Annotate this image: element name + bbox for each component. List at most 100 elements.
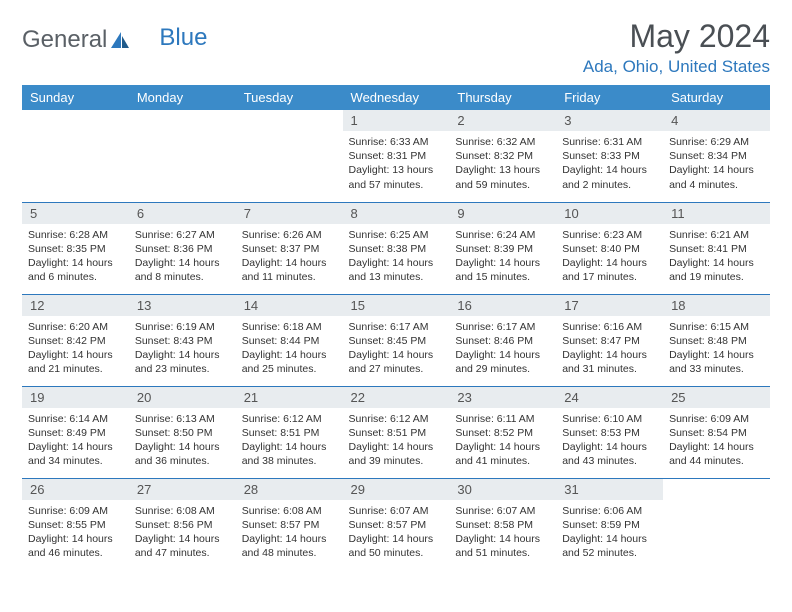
daylight-text: Daylight: 14 hours and 36 minutes. xyxy=(135,440,230,468)
daylight-text: Daylight: 14 hours and 48 minutes. xyxy=(242,532,337,560)
calendar-day-cell: 26Sunrise: 6:09 AMSunset: 8:55 PMDayligh… xyxy=(22,478,129,570)
day-details: Sunrise: 6:26 AMSunset: 8:37 PMDaylight:… xyxy=(236,224,343,289)
day-number: 3 xyxy=(556,110,663,131)
sunset-text: Sunset: 8:57 PM xyxy=(242,518,337,532)
calendar-day-cell: 2Sunrise: 6:32 AMSunset: 8:32 PMDaylight… xyxy=(449,110,556,202)
sunset-text: Sunset: 8:53 PM xyxy=(562,426,657,440)
day-details: Sunrise: 6:20 AMSunset: 8:42 PMDaylight:… xyxy=(22,316,129,381)
day-details: Sunrise: 6:31 AMSunset: 8:33 PMDaylight:… xyxy=(556,131,663,196)
day-number: 15 xyxy=(343,295,450,316)
day-details: Sunrise: 6:13 AMSunset: 8:50 PMDaylight:… xyxy=(129,408,236,473)
daylight-text: Daylight: 14 hours and 15 minutes. xyxy=(455,256,550,284)
logo-text-1: General xyxy=(22,26,107,54)
sunset-text: Sunset: 8:51 PM xyxy=(242,426,337,440)
day-number: 17 xyxy=(556,295,663,316)
header: General Blue May 2024 Ada, Ohio, United … xyxy=(22,18,770,77)
day-details: Sunrise: 6:12 AMSunset: 8:51 PMDaylight:… xyxy=(343,408,450,473)
sunrise-text: Sunrise: 6:29 AM xyxy=(669,135,764,149)
sunrise-text: Sunrise: 6:18 AM xyxy=(242,320,337,334)
day-details: Sunrise: 6:33 AMSunset: 8:31 PMDaylight:… xyxy=(343,131,450,196)
calendar-day-cell: 14Sunrise: 6:18 AMSunset: 8:44 PMDayligh… xyxy=(236,294,343,386)
sunrise-text: Sunrise: 6:32 AM xyxy=(455,135,550,149)
sunset-text: Sunset: 8:41 PM xyxy=(669,242,764,256)
sunrise-text: Sunrise: 6:06 AM xyxy=(562,504,657,518)
calendar-day-cell: 4Sunrise: 6:29 AMSunset: 8:34 PMDaylight… xyxy=(663,110,770,202)
sunrise-text: Sunrise: 6:09 AM xyxy=(669,412,764,426)
sunrise-text: Sunrise: 6:28 AM xyxy=(28,228,123,242)
sunset-text: Sunset: 8:37 PM xyxy=(242,242,337,256)
weekday-header: Saturday xyxy=(663,85,770,110)
calendar-day-cell xyxy=(236,110,343,202)
day-details: Sunrise: 6:06 AMSunset: 8:59 PMDaylight:… xyxy=(556,500,663,565)
day-number: 31 xyxy=(556,479,663,500)
daylight-text: Daylight: 14 hours and 21 minutes. xyxy=(28,348,123,376)
sunset-text: Sunset: 8:46 PM xyxy=(455,334,550,348)
daylight-text: Daylight: 14 hours and 46 minutes. xyxy=(28,532,123,560)
daylight-text: Daylight: 14 hours and 44 minutes. xyxy=(669,440,764,468)
daylight-text: Daylight: 14 hours and 43 minutes. xyxy=(562,440,657,468)
daylight-text: Daylight: 14 hours and 38 minutes. xyxy=(242,440,337,468)
day-number: 25 xyxy=(663,387,770,408)
calendar-day-cell: 5Sunrise: 6:28 AMSunset: 8:35 PMDaylight… xyxy=(22,202,129,294)
daylight-text: Daylight: 14 hours and 29 minutes. xyxy=(455,348,550,376)
calendar-day-cell: 7Sunrise: 6:26 AMSunset: 8:37 PMDaylight… xyxy=(236,202,343,294)
daylight-text: Daylight: 14 hours and 13 minutes. xyxy=(349,256,444,284)
location-subtitle: Ada, Ohio, United States xyxy=(583,57,770,77)
sunset-text: Sunset: 8:34 PM xyxy=(669,149,764,163)
calendar-day-cell: 3Sunrise: 6:31 AMSunset: 8:33 PMDaylight… xyxy=(556,110,663,202)
sunset-text: Sunset: 8:48 PM xyxy=(669,334,764,348)
day-number: 19 xyxy=(22,387,129,408)
day-details: Sunrise: 6:09 AMSunset: 8:55 PMDaylight:… xyxy=(22,500,129,565)
calendar-day-cell: 29Sunrise: 6:07 AMSunset: 8:57 PMDayligh… xyxy=(343,478,450,570)
day-details: Sunrise: 6:09 AMSunset: 8:54 PMDaylight:… xyxy=(663,408,770,473)
calendar-day-cell: 15Sunrise: 6:17 AMSunset: 8:45 PMDayligh… xyxy=(343,294,450,386)
day-number: 28 xyxy=(236,479,343,500)
sunrise-text: Sunrise: 6:27 AM xyxy=(135,228,230,242)
day-number: 2 xyxy=(449,110,556,131)
day-details: Sunrise: 6:21 AMSunset: 8:41 PMDaylight:… xyxy=(663,224,770,289)
day-details: Sunrise: 6:18 AMSunset: 8:44 PMDaylight:… xyxy=(236,316,343,381)
day-details: Sunrise: 6:11 AMSunset: 8:52 PMDaylight:… xyxy=(449,408,556,473)
daylight-text: Daylight: 14 hours and 8 minutes. xyxy=(135,256,230,284)
day-details: Sunrise: 6:19 AMSunset: 8:43 PMDaylight:… xyxy=(129,316,236,381)
sunrise-text: Sunrise: 6:08 AM xyxy=(135,504,230,518)
calendar-day-cell: 13Sunrise: 6:19 AMSunset: 8:43 PMDayligh… xyxy=(129,294,236,386)
sunset-text: Sunset: 8:45 PM xyxy=(349,334,444,348)
weekday-header: Thursday xyxy=(449,85,556,110)
sunrise-text: Sunrise: 6:11 AM xyxy=(455,412,550,426)
sunset-text: Sunset: 8:32 PM xyxy=(455,149,550,163)
calendar-day-cell: 6Sunrise: 6:27 AMSunset: 8:36 PMDaylight… xyxy=(129,202,236,294)
calendar-day-cell: 21Sunrise: 6:12 AMSunset: 8:51 PMDayligh… xyxy=(236,386,343,478)
day-number: 11 xyxy=(663,203,770,224)
sunset-text: Sunset: 8:42 PM xyxy=(28,334,123,348)
day-details: Sunrise: 6:08 AMSunset: 8:57 PMDaylight:… xyxy=(236,500,343,565)
calendar-day-cell: 10Sunrise: 6:23 AMSunset: 8:40 PMDayligh… xyxy=(556,202,663,294)
sunrise-text: Sunrise: 6:07 AM xyxy=(455,504,550,518)
day-details: Sunrise: 6:07 AMSunset: 8:57 PMDaylight:… xyxy=(343,500,450,565)
sunrise-text: Sunrise: 6:16 AM xyxy=(562,320,657,334)
month-title: May 2024 xyxy=(583,18,770,55)
sunrise-text: Sunrise: 6:17 AM xyxy=(455,320,550,334)
sunrise-text: Sunrise: 6:20 AM xyxy=(28,320,123,334)
daylight-text: Daylight: 14 hours and 4 minutes. xyxy=(669,163,764,191)
day-number: 16 xyxy=(449,295,556,316)
calendar-day-cell: 24Sunrise: 6:10 AMSunset: 8:53 PMDayligh… xyxy=(556,386,663,478)
day-details: Sunrise: 6:10 AMSunset: 8:53 PMDaylight:… xyxy=(556,408,663,473)
sunset-text: Sunset: 8:36 PM xyxy=(135,242,230,256)
day-number: 12 xyxy=(22,295,129,316)
day-number: 5 xyxy=(22,203,129,224)
calendar-day-cell: 25Sunrise: 6:09 AMSunset: 8:54 PMDayligh… xyxy=(663,386,770,478)
day-number: 14 xyxy=(236,295,343,316)
sunrise-text: Sunrise: 6:17 AM xyxy=(349,320,444,334)
title-block: May 2024 Ada, Ohio, United States xyxy=(583,18,770,77)
sunset-text: Sunset: 8:35 PM xyxy=(28,242,123,256)
sunrise-text: Sunrise: 6:10 AM xyxy=(562,412,657,426)
day-details: Sunrise: 6:16 AMSunset: 8:47 PMDaylight:… xyxy=(556,316,663,381)
sunrise-text: Sunrise: 6:26 AM xyxy=(242,228,337,242)
calendar-week-row: 19Sunrise: 6:14 AMSunset: 8:49 PMDayligh… xyxy=(22,386,770,478)
day-number: 18 xyxy=(663,295,770,316)
weekday-header: Monday xyxy=(129,85,236,110)
day-details: Sunrise: 6:17 AMSunset: 8:45 PMDaylight:… xyxy=(343,316,450,381)
day-number: 9 xyxy=(449,203,556,224)
day-details: Sunrise: 6:27 AMSunset: 8:36 PMDaylight:… xyxy=(129,224,236,289)
